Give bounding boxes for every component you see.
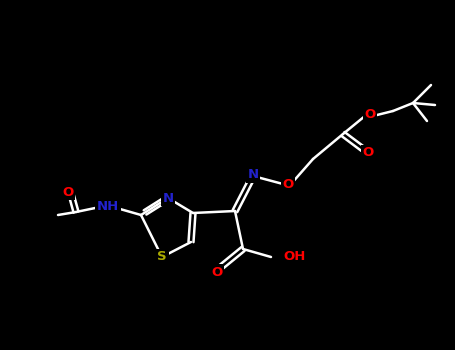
Text: O: O	[62, 186, 74, 198]
Text: O: O	[283, 177, 293, 190]
Text: N: N	[248, 168, 258, 182]
Text: O: O	[212, 266, 222, 279]
Text: N: N	[162, 191, 173, 204]
Text: NH: NH	[97, 201, 119, 214]
Text: O: O	[364, 107, 376, 120]
Text: OH: OH	[283, 251, 305, 264]
Text: S: S	[157, 251, 167, 264]
Text: O: O	[362, 147, 374, 160]
